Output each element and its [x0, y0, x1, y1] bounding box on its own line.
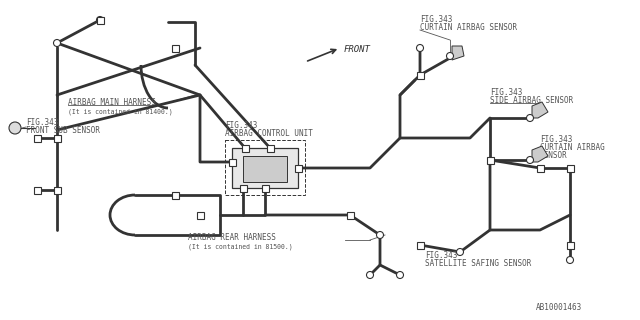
Text: FIG.343: FIG.343 [420, 15, 452, 24]
Text: SATELLITE SAFING SENSOR: SATELLITE SAFING SENSOR [425, 259, 531, 268]
Polygon shape [266, 145, 273, 151]
Text: CURTAIN AIRBAG SENSOR: CURTAIN AIRBAG SENSOR [420, 23, 517, 32]
Text: (It is contained in 81400.): (It is contained in 81400.) [68, 108, 173, 115]
Polygon shape [97, 17, 104, 23]
Text: AIRBAG REAR HARNESS: AIRBAG REAR HARNESS [188, 233, 276, 242]
Polygon shape [239, 185, 246, 191]
Text: FIG.343: FIG.343 [26, 118, 58, 127]
Text: (It is contained in 81500.): (It is contained in 81500.) [188, 243, 292, 250]
Polygon shape [417, 242, 424, 249]
Circle shape [376, 231, 383, 238]
Text: AIRBAG MAIN HARNESS: AIRBAG MAIN HARNESS [68, 98, 156, 107]
Polygon shape [486, 156, 493, 164]
Circle shape [54, 39, 61, 46]
Polygon shape [536, 164, 543, 172]
Text: FIG.343: FIG.343 [225, 121, 257, 130]
Polygon shape [172, 44, 179, 52]
Polygon shape [566, 164, 573, 172]
Circle shape [447, 52, 454, 60]
Circle shape [397, 271, 403, 278]
Polygon shape [241, 145, 248, 151]
Text: SIDE AIRBAG SENSOR: SIDE AIRBAG SENSOR [490, 96, 573, 105]
Circle shape [527, 115, 534, 122]
Circle shape [456, 249, 463, 255]
Text: AB10001463: AB10001463 [536, 303, 582, 312]
Circle shape [417, 44, 424, 52]
Polygon shape [417, 71, 424, 78]
Polygon shape [262, 185, 269, 191]
Text: SENSOR: SENSOR [540, 151, 568, 160]
Polygon shape [243, 156, 287, 182]
Circle shape [9, 122, 21, 134]
Polygon shape [566, 242, 573, 249]
Text: FRONT SUB SENSOR: FRONT SUB SENSOR [26, 126, 100, 135]
Polygon shape [54, 187, 61, 194]
Polygon shape [532, 102, 548, 118]
Text: FIG.343: FIG.343 [490, 88, 522, 97]
Text: FIG.343: FIG.343 [425, 251, 458, 260]
Polygon shape [346, 212, 353, 219]
Polygon shape [172, 191, 179, 198]
Polygon shape [232, 148, 298, 188]
Circle shape [527, 156, 534, 164]
Circle shape [367, 271, 374, 278]
Polygon shape [532, 146, 548, 162]
Polygon shape [33, 187, 40, 194]
Circle shape [97, 17, 104, 23]
Polygon shape [33, 134, 40, 141]
Polygon shape [294, 164, 301, 172]
Text: FIG.343: FIG.343 [540, 135, 572, 144]
Circle shape [566, 257, 573, 263]
Polygon shape [452, 46, 464, 60]
Polygon shape [196, 212, 204, 219]
Polygon shape [228, 158, 236, 165]
Polygon shape [54, 134, 61, 141]
Text: AIRBAG CONTROL UNIT: AIRBAG CONTROL UNIT [225, 129, 313, 138]
Text: CURTAIN AIRBAG: CURTAIN AIRBAG [540, 143, 605, 152]
Text: FRONT: FRONT [344, 45, 371, 54]
